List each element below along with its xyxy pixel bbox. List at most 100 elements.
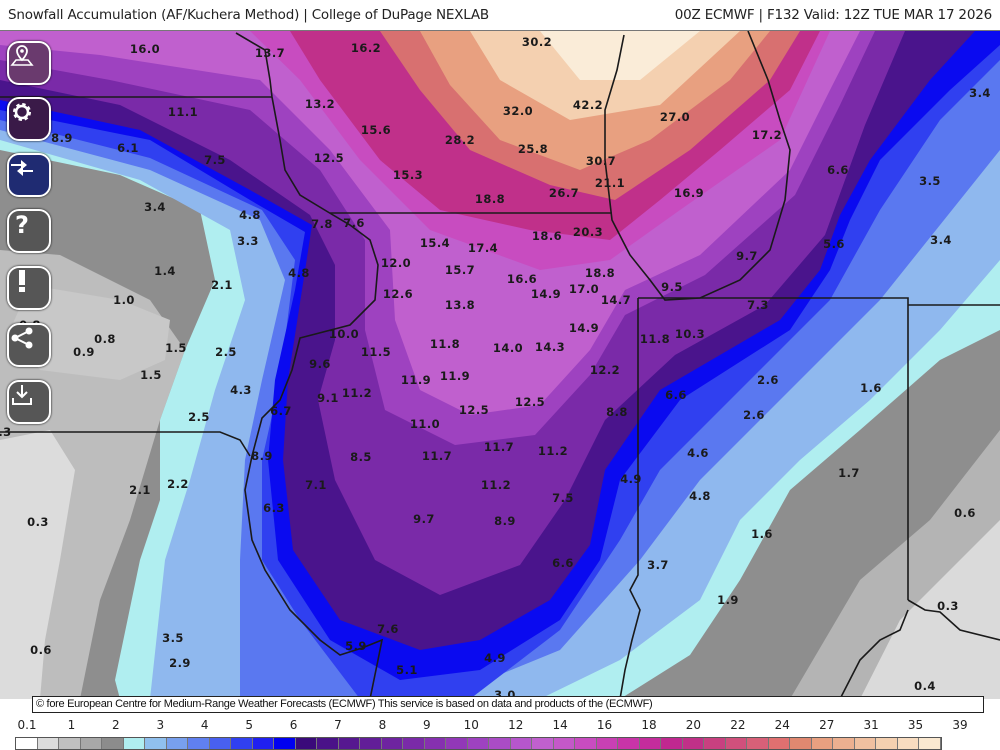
- snowfall-value-label: 7.5: [552, 491, 574, 505]
- snowfall-value-label: 4.6: [687, 446, 709, 460]
- snowfall-value-label: 0.8: [94, 332, 116, 346]
- colorbar-tick-label: 18: [641, 718, 657, 732]
- snowfall-value-label: 15.6: [360, 123, 392, 137]
- snowfall-value-label: 4.8: [288, 266, 310, 280]
- colorbar-tick-label: 20: [685, 718, 702, 732]
- snowfall-value-label: 6.7: [270, 404, 292, 418]
- location-button[interactable]: [7, 41, 51, 85]
- colorbar-swatch: [209, 738, 231, 749]
- snowfall-value-label: 17.4: [467, 241, 499, 255]
- run-info: 00Z ECMWF | F132 Valid: 12Z TUE MAR 17 2…: [674, 7, 992, 23]
- snowfall-map[interactable]: 16.0 13.7 16.2 30.2 11.1 13.2 15.6 32.0 42.2 27.0…: [0, 31, 1000, 699]
- contour-lightest-gray-west: [0, 430, 75, 699]
- border-illinois-indiana: [619, 298, 641, 699]
- snowfall-value-label: 4.3: [230, 383, 252, 397]
- snowfall-value-label: 12.2: [589, 363, 621, 377]
- snowfall-value-label: 7.5: [204, 153, 226, 167]
- snowfall-value-label: 7.6: [343, 216, 365, 230]
- snowfall-value-label: 2.6: [743, 408, 765, 422]
- alerts-button[interactable]: [7, 266, 51, 310]
- snowfall-value-label: 1.0: [113, 293, 135, 307]
- snowfall-value-label: 5.1: [396, 663, 418, 677]
- colorbar-swatch: [768, 738, 790, 749]
- colorbar-swatch: [59, 738, 81, 749]
- colorbar-swatch: [338, 738, 360, 749]
- settings-button[interactable]: [7, 97, 51, 141]
- colorbar-swatch: [575, 738, 597, 749]
- snowfall-value-label: 0.3: [27, 515, 49, 529]
- snowfall-value-label: 1.5: [165, 341, 187, 355]
- share-button[interactable]: [7, 323, 51, 367]
- colorbar-swatch: [317, 738, 339, 749]
- help-button[interactable]: ?: [7, 209, 51, 253]
- colorbar-swatch: [145, 738, 167, 749]
- colorbar-swatch: [252, 738, 274, 749]
- snowfall-value-label: 18.8: [474, 192, 506, 206]
- colorbar-swatch: [704, 738, 726, 749]
- snowfall-value-label: 2.5: [215, 345, 237, 359]
- colorbar: [15, 737, 942, 750]
- snowfall-value-label: 8.5: [350, 450, 372, 464]
- colorbar-swatch: [596, 738, 618, 749]
- swap-button[interactable]: [7, 153, 51, 197]
- colorbar-tick-label: 22: [730, 718, 746, 732]
- snowfall-value-label: 9.1: [317, 391, 339, 405]
- colorbar-tick-label: 10: [463, 718, 479, 732]
- snowfall-value-label: 3.5: [162, 631, 184, 645]
- colorbar-swatch: [489, 738, 511, 749]
- download-button[interactable]: [7, 380, 51, 424]
- snowfall-value-label: 2.9: [169, 656, 191, 670]
- colorbar-swatch: [897, 738, 919, 749]
- snowfall-value-label: 28.2: [444, 133, 476, 147]
- colorbar-swatch: [360, 738, 382, 749]
- snowfall-value-label: 9.7: [413, 512, 435, 526]
- snowfall-value-label: 11.5: [360, 345, 392, 359]
- snowfall-value-label: 11.9: [439, 369, 471, 383]
- snowfall-value-label: 15.7: [444, 263, 476, 277]
- colorbar-tick-label: 9: [423, 718, 431, 732]
- colorbar-swatch: [811, 738, 833, 749]
- snowfall-value-label: 6.6: [665, 388, 687, 402]
- colorbar-swatch: [790, 738, 812, 749]
- snowfall-value-label: 0.4: [914, 679, 936, 693]
- colorbar-swatch: [661, 738, 683, 749]
- svg-text:?: ?: [15, 211, 29, 237]
- snowfall-value-label: 4.9: [484, 651, 506, 665]
- colorbar-tick-label: 12: [508, 718, 524, 732]
- snowfall-value-label: 13.8: [444, 298, 476, 312]
- ecmwf-credit: © fore European Centre for Medium-Range …: [32, 696, 984, 713]
- snowfall-value-label: 11.0: [409, 417, 441, 431]
- snowfall-value-label: 7.3: [747, 298, 769, 312]
- snowfall-value-label: 26.7: [548, 186, 580, 200]
- snowfall-value-label: 13.2: [304, 97, 336, 111]
- snowfall-value-label: 11.9: [400, 373, 432, 387]
- colorbar-swatch: [553, 738, 575, 749]
- snowfall-value-label: 7.6: [377, 622, 399, 636]
- snowfall-value-label: 7.8: [311, 217, 333, 231]
- colorbar-tick-label: 1: [67, 718, 76, 732]
- snowfall-value-label: 17.2: [751, 128, 783, 142]
- colorbar-swatch: [682, 738, 704, 749]
- contour-lightest-gray-east: [860, 520, 1000, 699]
- snowfall-value-label: 5.9: [345, 639, 367, 653]
- colorbar-tick-label: 14: [552, 718, 568, 732]
- colorbar-swatch: [747, 738, 769, 749]
- snowfall-value-label: 30.2: [521, 35, 553, 49]
- snowfall-value-label: 12.5: [514, 395, 546, 409]
- colorbar-swatch: [833, 738, 855, 749]
- colorbar-tick-label: 7: [334, 718, 342, 732]
- colorbar-tick-label: 8: [378, 718, 387, 732]
- snowfall-value-label: 4.8: [689, 489, 711, 503]
- colorbar-swatch: [876, 738, 898, 749]
- snowfall-value-label: 3.0: [494, 688, 516, 699]
- snowfall-value-label: 16.9: [673, 186, 705, 200]
- snowfall-value-label: 2.1: [211, 278, 233, 292]
- snowfall-value-label: 16.0: [129, 42, 161, 56]
- colorbar-tick-label: 0.1: [17, 718, 37, 732]
- colorbar-swatch: [532, 738, 554, 749]
- snowfall-value-label: 2.2: [167, 477, 189, 491]
- snowfall-value-label: 11.8: [429, 337, 461, 351]
- snowfall-value-label: 6.6: [552, 556, 574, 570]
- header-bar: Snowfall Accumulation (AF/Kuchera Method…: [0, 0, 1000, 31]
- colorbar-swatch: [231, 738, 253, 749]
